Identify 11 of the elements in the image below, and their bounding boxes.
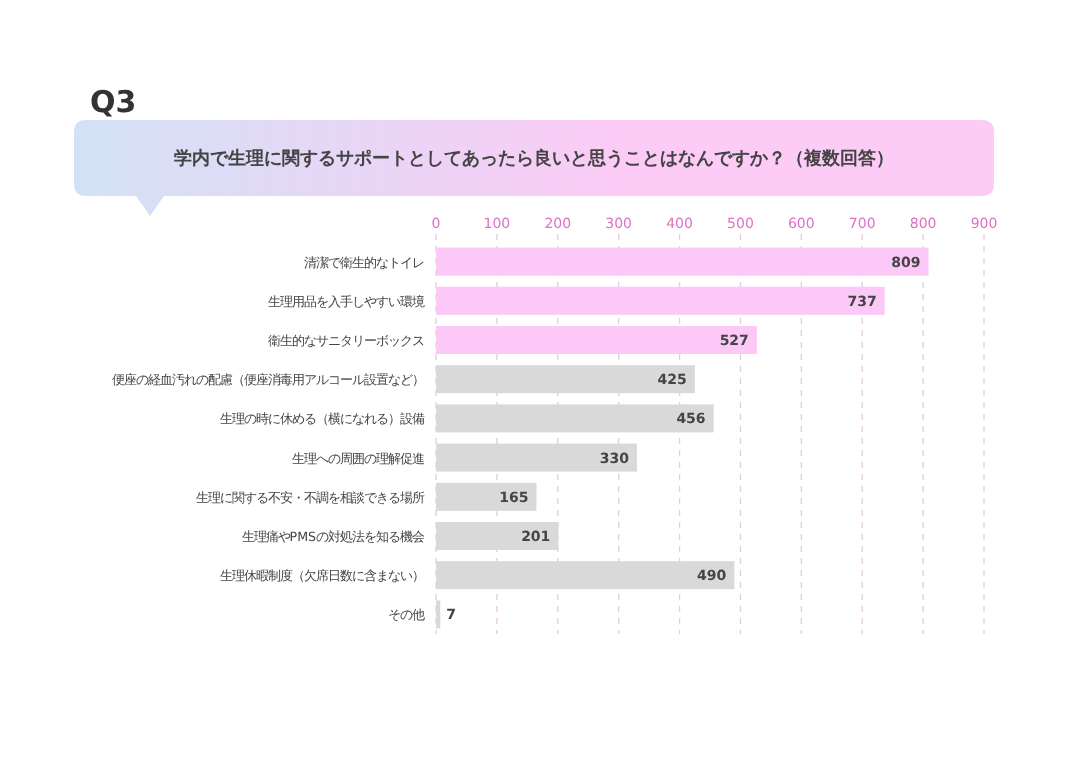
bar: [436, 326, 757, 354]
bar: [436, 247, 929, 276]
chart-subtitle: 学内で生理に関するサポートとしてあったら良いと思うことはなんですか？（複数回答）: [174, 148, 894, 170]
text: Q3: [90, 84, 137, 120]
bar: [436, 365, 695, 394]
bar: [436, 286, 885, 315]
bar: [436, 522, 559, 550]
bar: [436, 561, 735, 590]
bar: [436, 404, 714, 433]
bar: [436, 482, 537, 511]
bar: [436, 443, 637, 472]
